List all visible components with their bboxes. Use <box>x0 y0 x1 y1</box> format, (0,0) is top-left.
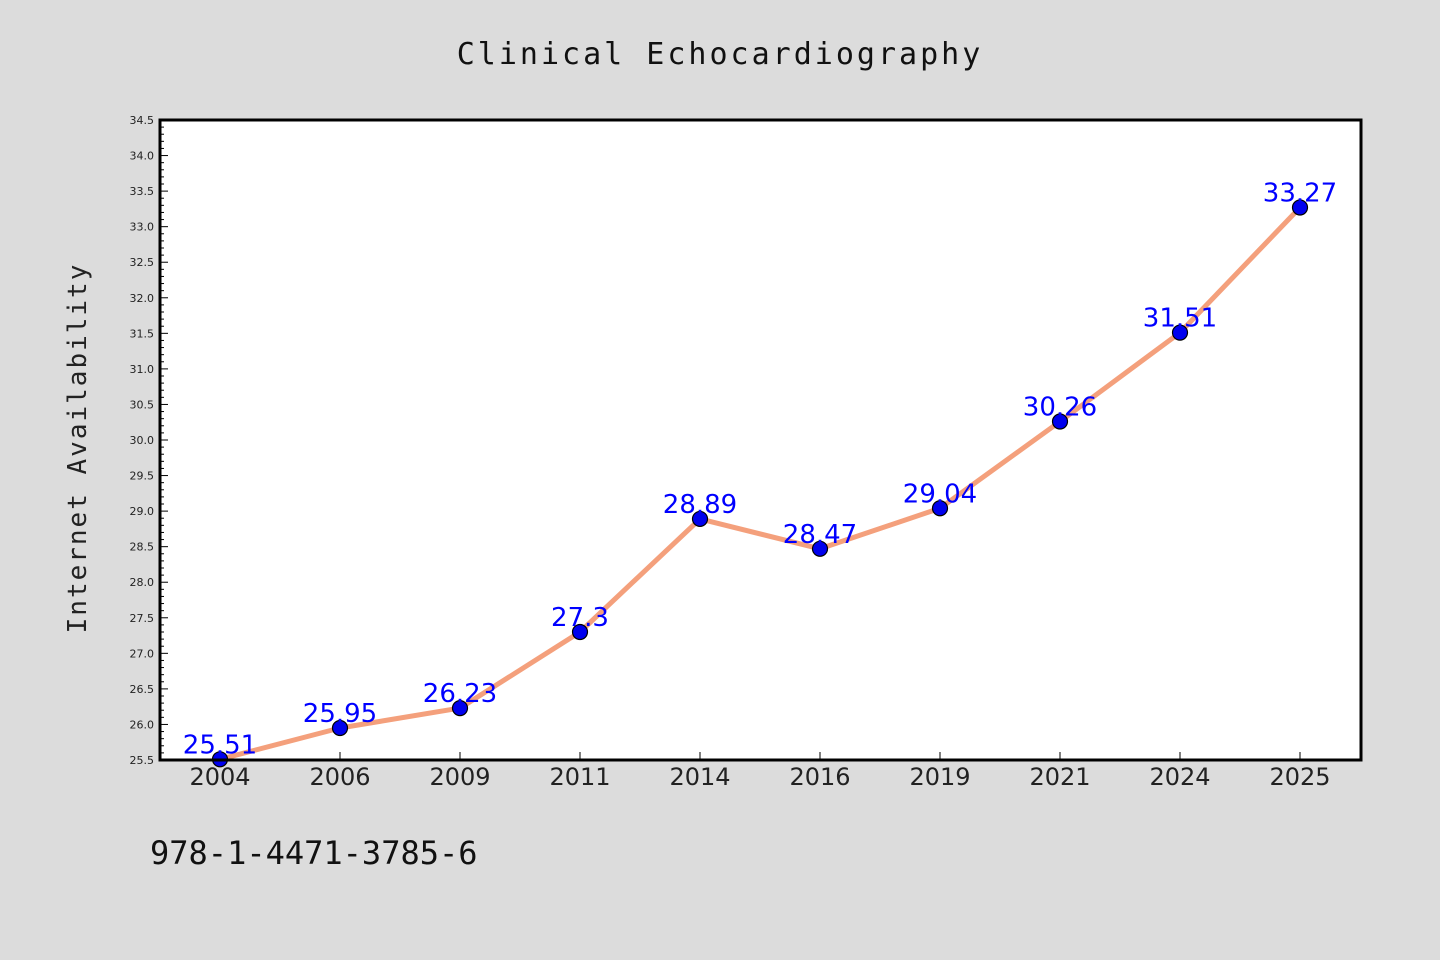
data-label: 27.3 <box>551 603 609 633</box>
y-tick-label: 26.0 <box>130 718 155 731</box>
data-point <box>931 500 949 517</box>
x-tick-label: 2025 <box>1269 763 1330 791</box>
plot-frame <box>158 118 1363 762</box>
y-tick-label: 33.0 <box>130 221 155 234</box>
y-tick-label: 31.0 <box>130 363 155 376</box>
chart-title: Clinical Echocardiography <box>457 37 984 72</box>
data-label: 28.47 <box>783 520 857 550</box>
x-tick-label: 2009 <box>429 763 490 791</box>
y-tick-label: 33.5 <box>130 185 155 198</box>
x-axis: 2004 2006 2009 2011 2014 2016 2019 2021 2024 2025 <box>189 752 1331 791</box>
y-tick-label: 25.5 <box>130 754 155 767</box>
data-label: 26.23 <box>423 679 497 709</box>
x-tick-label: 2004 <box>189 763 250 791</box>
y-tick-label: 32.5 <box>130 256 155 269</box>
x-tick-label: 2016 <box>789 763 850 791</box>
data-point <box>811 540 829 557</box>
y-tick-label: 29.0 <box>130 505 155 518</box>
y-tick-label: 26.5 <box>130 683 155 696</box>
x-tick-label: 2021 <box>1029 763 1090 791</box>
data-point <box>1291 199 1309 216</box>
y-tick-label: 30.5 <box>130 398 155 411</box>
y-tick-label: 27.5 <box>130 612 155 625</box>
y-tick-label: 34.5 <box>130 114 155 127</box>
series-line <box>217 204 1303 762</box>
x-tick-label: 2014 <box>669 763 730 791</box>
y-axis-label: Internet Availability <box>63 263 93 634</box>
data-point <box>331 719 349 737</box>
data-label: 29.04 <box>903 479 977 509</box>
y-tick-label: 30.0 <box>130 434 155 447</box>
y-tick-label: 28.5 <box>130 541 155 554</box>
data-label: 31.51 <box>1143 304 1217 334</box>
x-tick-label: 2011 <box>549 763 610 791</box>
x-tick-label: 2006 <box>309 763 370 791</box>
data-label: 25.51 <box>183 730 257 760</box>
data-label: 25.95 <box>303 699 377 729</box>
y-tick-label: 31.5 <box>130 327 155 340</box>
data-point <box>1051 413 1069 430</box>
y-tick-label: 34.0 <box>130 150 155 163</box>
y-tick-label: 28.0 <box>130 576 155 589</box>
x-tick-label: 2024 <box>1149 763 1210 791</box>
y-tick-label: 29.5 <box>130 470 155 483</box>
isbn-text: 978-1-4471-3785-6 <box>150 834 478 872</box>
data-label: 28.89 <box>663 490 737 520</box>
data-point <box>571 623 589 641</box>
y-tick-label: 27.0 <box>130 647 155 660</box>
data-point <box>691 510 709 528</box>
data-point <box>451 699 469 717</box>
series-group: 25.51 25.95 26.23 27.3 28.89 28.47 29.04 30.26 3… <box>183 178 1337 768</box>
data-label: 33.27 <box>1263 178 1337 208</box>
plot-area <box>160 120 1361 760</box>
data-point <box>1171 324 1189 341</box>
data-label: 30.26 <box>1023 393 1097 423</box>
y-tick-label: 32.0 <box>130 292 155 305</box>
x-tick-label: 2019 <box>909 763 970 791</box>
